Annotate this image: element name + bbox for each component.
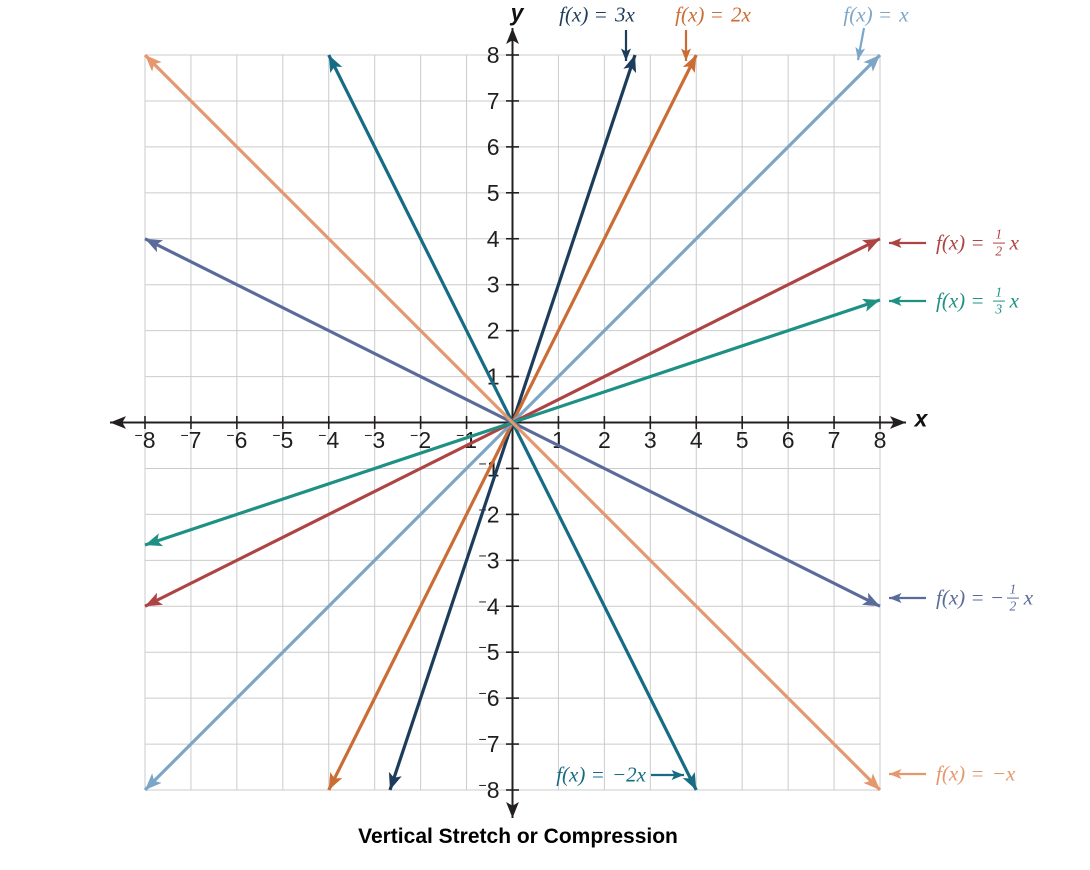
tick-label: −8 bbox=[135, 427, 156, 453]
tick-label: 4 bbox=[487, 226, 500, 252]
tick-label: −2 bbox=[410, 427, 431, 453]
arrowhead-icon bbox=[863, 773, 880, 790]
arrowhead-icon bbox=[145, 592, 164, 607]
tick-label: −7 bbox=[180, 427, 201, 453]
arrowhead-icon bbox=[855, 46, 866, 60]
callout-arrow-neg-half-x bbox=[889, 593, 926, 603]
arrowhead-icon bbox=[861, 238, 880, 253]
tick-label: −3 bbox=[479, 547, 500, 573]
callout-arrow-third-x bbox=[889, 296, 926, 306]
tick-label: −3 bbox=[364, 427, 385, 453]
arrowhead-icon bbox=[890, 416, 906, 429]
tick-label: −8 bbox=[479, 777, 500, 803]
callout-arrow-3x bbox=[621, 30, 631, 61]
tick-label: 3 bbox=[644, 427, 657, 453]
arrowhead-icon bbox=[623, 55, 637, 74]
arrowhead-icon bbox=[110, 416, 126, 429]
arrowhead-icon bbox=[621, 48, 631, 61]
arrowhead-icon bbox=[145, 238, 164, 253]
tick-label: 6 bbox=[782, 427, 795, 453]
arrowhead-icon bbox=[861, 592, 880, 607]
tick-label: −4 bbox=[318, 427, 339, 453]
arrowhead-icon bbox=[328, 55, 343, 74]
arrowhead-icon bbox=[682, 771, 697, 790]
tick-label: 8 bbox=[487, 42, 500, 68]
tick-label: 3 bbox=[487, 272, 500, 298]
arrowhead-icon bbox=[388, 771, 402, 790]
arrowhead-icon bbox=[506, 28, 519, 44]
arrowhead-icon bbox=[145, 55, 162, 72]
arrowhead-icon bbox=[328, 771, 343, 790]
arrowhead-icon bbox=[671, 770, 684, 780]
tick-label: 8 bbox=[874, 427, 887, 453]
arrowhead-icon bbox=[682, 55, 697, 74]
callout-arrow-half-x bbox=[889, 238, 926, 248]
callout-arrow-x bbox=[855, 27, 866, 61]
arrowhead-icon bbox=[681, 48, 691, 61]
tick-label: −7 bbox=[479, 731, 500, 757]
arrowhead-icon bbox=[145, 533, 164, 547]
arrowhead-icon bbox=[861, 298, 880, 312]
tick-label: −4 bbox=[479, 593, 500, 619]
tick-label: −5 bbox=[272, 427, 293, 453]
tick-label: 2 bbox=[487, 318, 500, 344]
arrowhead-icon bbox=[145, 773, 162, 790]
callout-arrow-neg-2x bbox=[651, 770, 684, 780]
arrowhead-icon bbox=[889, 296, 902, 306]
tick-label: −6 bbox=[479, 685, 500, 711]
tick-marks bbox=[144, 54, 881, 791]
callout-arrow-2x bbox=[681, 30, 691, 61]
figure-title: Vertical Stretch or Compression bbox=[358, 825, 678, 848]
tick-label: 5 bbox=[487, 180, 500, 206]
arrowhead-icon bbox=[863, 55, 880, 72]
tick-label: 1 bbox=[487, 364, 500, 390]
tick-label: −5 bbox=[479, 639, 500, 665]
x-axis-letter: x bbox=[914, 405, 928, 432]
tick-label: 5 bbox=[736, 427, 749, 453]
arrowhead-icon bbox=[506, 802, 519, 818]
tick-label: 2 bbox=[598, 427, 611, 453]
tick-label: 4 bbox=[690, 427, 703, 453]
tick-label: 6 bbox=[487, 134, 500, 160]
function-line-neg-x bbox=[143, 53, 882, 792]
callout-arrow-neg-x bbox=[889, 769, 926, 779]
arrowhead-icon bbox=[889, 238, 902, 248]
tick-label: 7 bbox=[828, 427, 841, 453]
tick-label: 7 bbox=[487, 88, 500, 114]
y-axis-letter: y bbox=[510, 0, 524, 26]
arrowhead-icon bbox=[889, 593, 902, 603]
tick-label: −6 bbox=[226, 427, 247, 453]
arrowhead-icon bbox=[889, 769, 902, 779]
tick-labels: −8−7−6−5−4−3−2−112345678−8−7−6−5−4−3−2−1… bbox=[135, 42, 887, 803]
